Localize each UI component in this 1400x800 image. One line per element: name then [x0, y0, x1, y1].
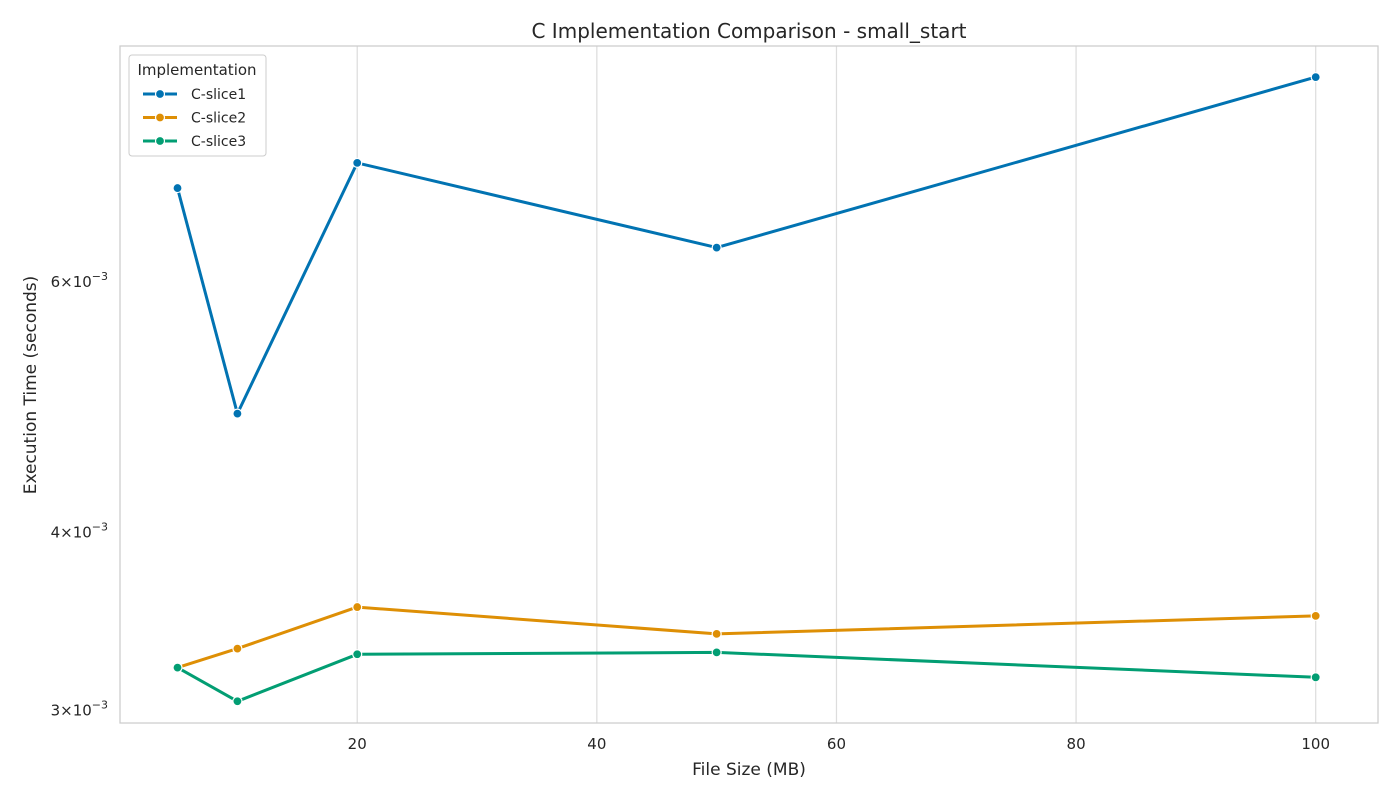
y-tick-mantissa: 3: [51, 701, 61, 719]
data-point: [352, 601, 363, 613]
x-tick-label: 80: [1067, 735, 1086, 753]
x-axis-ticks: 20 40 60 80 100: [348, 735, 1330, 753]
data-point: [232, 696, 243, 707]
y-tick-mantissa: 6: [51, 273, 61, 291]
x-tick-label: 20: [348, 735, 367, 753]
data-point: [1310, 610, 1321, 621]
y-tick-times: ×10: [60, 524, 92, 542]
series-C-slice1: [172, 71, 1321, 419]
y-tick-label: 3×10−3: [51, 698, 108, 719]
x-axis-label: File Size (MB): [692, 760, 806, 780]
data-point: [711, 647, 722, 658]
y-tick-times: ×10: [60, 273, 92, 291]
chart-title: C Implementation Comparison - small_star…: [531, 19, 966, 43]
y-axis-ticks: 3×10−34×10−36×10−3: [51, 270, 108, 720]
legend-item: C-slice2: [143, 111, 246, 127]
y-tick-exponent: −3: [92, 521, 108, 534]
y-tick-exponent: −3: [92, 270, 108, 283]
y-tick-times: ×10: [60, 701, 92, 719]
y-tick-exponent: −3: [92, 698, 108, 711]
legend-marker: [154, 88, 166, 100]
legend: Implementation C-slice1 C-slice2 C-slice3: [128, 54, 267, 157]
series-C-slice2: [172, 601, 1321, 673]
legend-label: C-slice3: [191, 134, 246, 150]
legend-label: C-slice2: [191, 111, 246, 127]
data-point: [352, 649, 363, 660]
y-tick-label: 6×10−3: [51, 270, 108, 291]
data-point: [1310, 71, 1321, 83]
series-lines: [172, 71, 1321, 707]
y-tick-mantissa: 4: [51, 524, 61, 542]
legend-marker: [154, 112, 166, 123]
series-line: [176, 75, 1318, 416]
y-tick-label: 4×10−3: [51, 521, 108, 542]
x-tick-label: 40: [587, 735, 606, 753]
data-point: [352, 157, 363, 168]
legend-items: C-slice1 C-slice2 C-slice3: [143, 87, 246, 150]
data-point: [172, 662, 183, 673]
x-tick-label: 100: [1301, 735, 1330, 753]
data-point: [1310, 672, 1321, 683]
series-C-slice3: [172, 647, 1321, 707]
legend-marker: [154, 135, 166, 147]
legend-label: C-slice1: [191, 87, 246, 103]
x-tick-label: 60: [827, 735, 846, 753]
legend-box: [128, 54, 267, 157]
data-point: [711, 242, 722, 253]
legend-item: C-slice1: [143, 87, 246, 103]
y-axis-label: Execution Time (seconds): [21, 276, 41, 495]
data-point: [232, 643, 243, 654]
data-point: [711, 628, 722, 639]
data-point: [172, 182, 183, 194]
legend-item: C-slice3: [143, 134, 246, 150]
series-line: [176, 650, 1318, 703]
legend-title: Implementation: [137, 61, 256, 79]
data-point: [232, 408, 243, 419]
plot-area: [119, 45, 1379, 724]
